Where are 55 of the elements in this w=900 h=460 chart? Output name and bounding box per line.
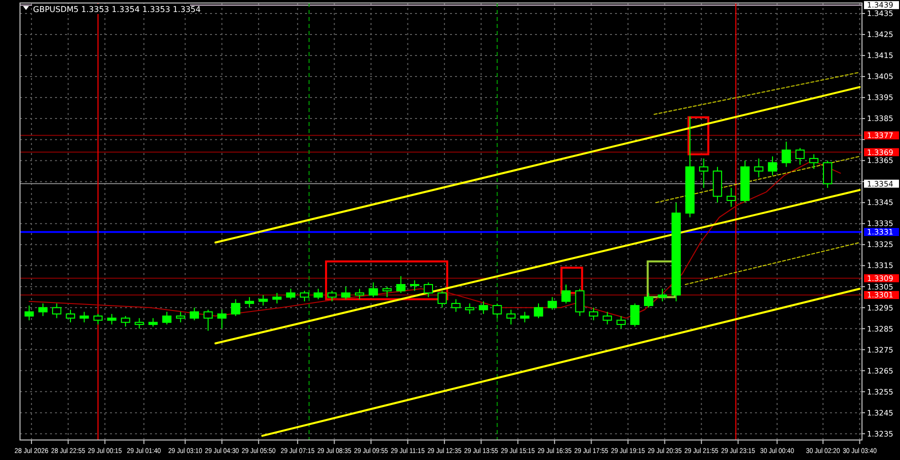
candlestick [548,296,557,310]
candlestick [410,280,420,292]
candlestick [520,311,530,323]
candlestick [644,292,654,308]
candlestick [24,305,34,321]
candlestick [699,158,708,188]
candlestick [286,288,296,300]
candlestick [451,298,461,312]
candlestick [314,288,323,300]
candlestick [658,288,668,302]
candlestick [575,288,584,317]
candlestick [396,276,406,294]
candlestick [754,158,764,178]
candlestick [809,154,818,170]
candlestick [630,302,640,328]
candlestick [231,298,240,317]
candlestick [52,302,62,319]
candlestick [768,156,778,176]
candlestick [424,282,434,298]
candlestick [134,318,144,330]
candlestick [300,290,310,302]
candlestick [561,284,571,304]
candlestick [354,288,364,300]
candlestick [368,282,378,298]
candlestick [782,141,791,168]
candlestick [327,290,337,302]
candlestick [588,307,598,321]
candlestick [258,294,268,306]
candlestick [272,292,282,304]
chart-title: GBPUSDM5 1.3353 1.3354 1.3353 1.3354 [33,5,201,14]
candlestick [382,286,392,298]
candlestick [616,316,626,330]
candlestick [120,316,130,328]
candlestick [478,300,488,314]
candlestick [80,311,89,323]
candlestick [38,302,48,317]
candlestick [204,309,213,332]
candlestick [795,147,805,166]
candlestick [341,286,350,300]
candlestick [492,302,502,319]
candlestick [465,302,474,314]
candlestick [534,302,544,319]
candlestick [66,309,76,323]
candlestick [244,296,254,308]
candlestick [217,309,227,330]
candlestick [162,311,172,325]
candlestick [726,187,736,208]
candlestick [602,311,612,325]
candlestick [822,160,832,188]
candlestick [93,313,103,325]
candlestick [176,311,186,323]
candlestick [107,313,116,325]
candlestick [190,307,199,321]
candlestick [506,309,516,325]
candlestick [438,290,447,308]
